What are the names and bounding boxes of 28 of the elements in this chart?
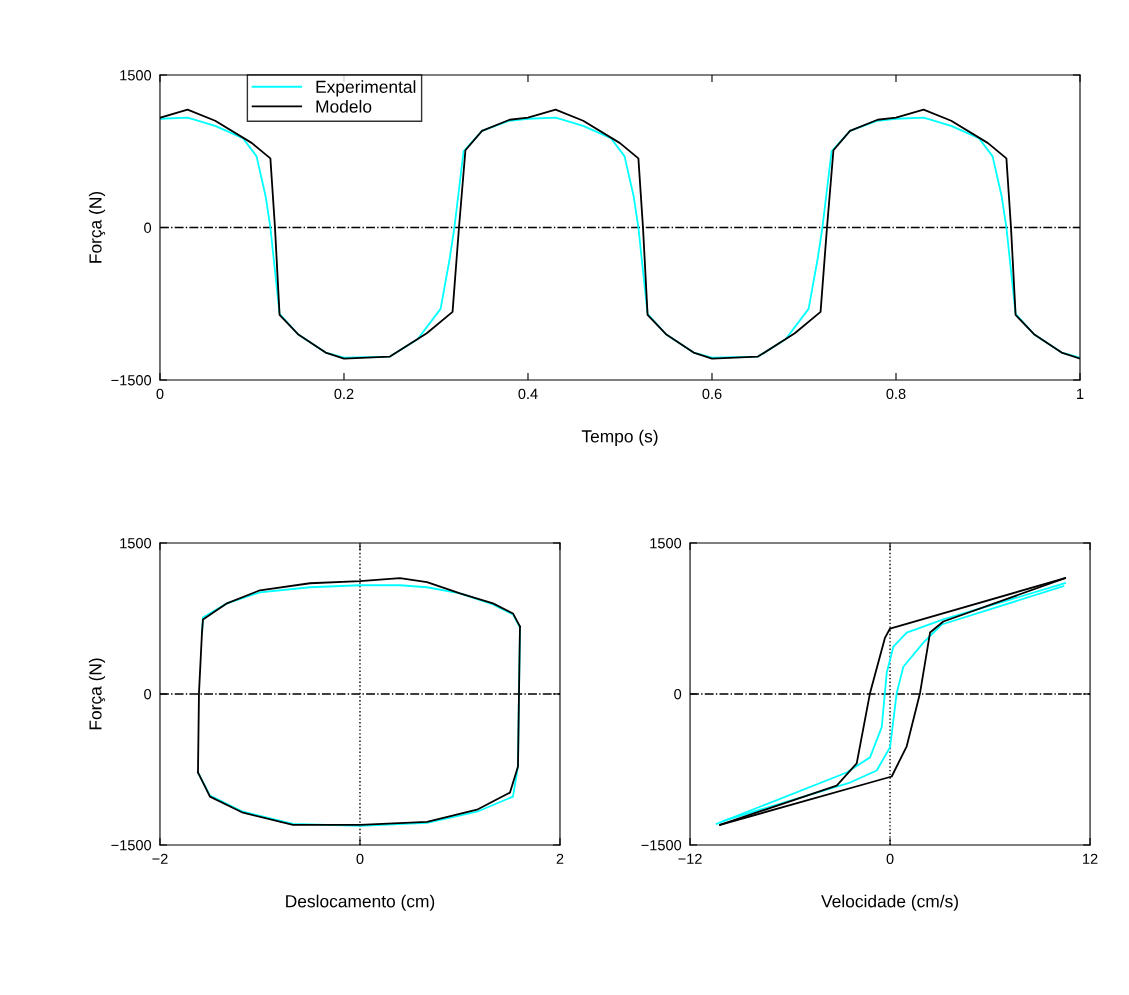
y-tick-label: −1500 xyxy=(111,840,152,851)
x-tick-label: −2 xyxy=(152,853,168,864)
y-axis-title: Força (N) xyxy=(88,658,106,730)
y-tick-label: 1500 xyxy=(650,538,682,549)
y-tick-label: 0 xyxy=(674,689,682,700)
x-tick-label: 2 xyxy=(556,853,564,864)
y-tick-label: 0 xyxy=(144,689,152,700)
x-tick-label: 12 xyxy=(1083,853,1098,864)
y-axis-title: Força (N) xyxy=(88,191,106,263)
x-axis-title: Velocidade (cm/s) xyxy=(821,894,958,911)
legend-label: Modelo xyxy=(316,99,372,113)
x-axis-title: Deslocamento (cm) xyxy=(286,894,435,911)
y-tick-label: −1500 xyxy=(111,375,152,386)
y-tick-label: 0 xyxy=(144,222,152,233)
x-tick-label: 1 xyxy=(1077,388,1084,399)
x-tick-label: 0 xyxy=(156,388,164,400)
x-axis-title: Tempo (s) xyxy=(581,429,658,446)
x-tick-label: 0 xyxy=(356,853,364,864)
x-tick-label: 0.6 xyxy=(702,388,722,400)
y-tick-label: −1500 xyxy=(641,840,682,851)
x-tick-label: 0.4 xyxy=(518,388,538,400)
x-tick-label: 0.8 xyxy=(886,388,906,400)
x-tick-label: −12 xyxy=(678,853,702,864)
legend-label: Experimental xyxy=(316,80,416,97)
y-tick-label: 1500 xyxy=(120,70,152,81)
x-tick-label: 0 xyxy=(886,853,894,864)
y-tick-label: 1500 xyxy=(120,538,152,549)
x-tick-label: 0.2 xyxy=(334,388,354,400)
